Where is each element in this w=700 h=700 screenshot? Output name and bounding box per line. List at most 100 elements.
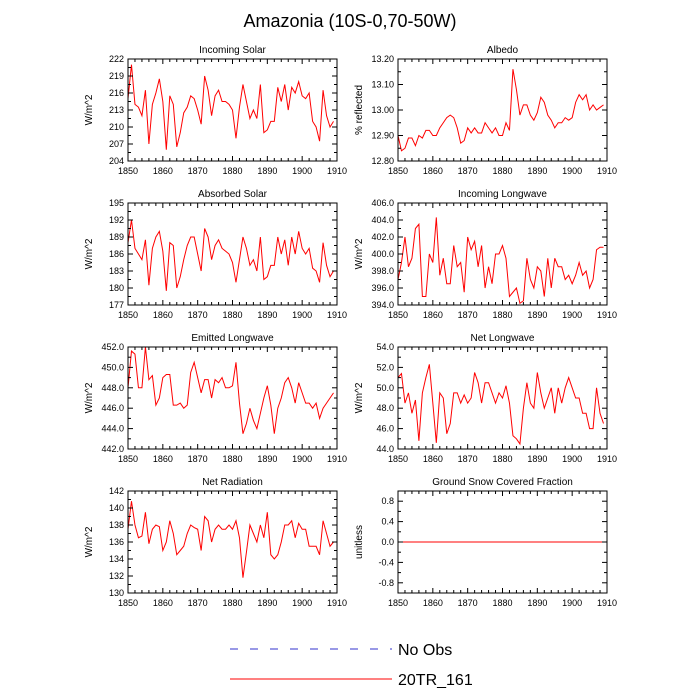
y-tick-label: 138: [109, 520, 124, 530]
x-tick-label: 1860: [153, 166, 173, 176]
y-tick-label: 13.10: [371, 80, 394, 90]
y-tick-label: 210: [109, 122, 124, 132]
x-tick-label: 1890: [257, 454, 277, 464]
series-line-20tr-161: [127, 501, 334, 578]
series-line-20tr-161: [127, 346, 334, 434]
x-tick-label: 1850: [118, 166, 138, 176]
y-tick-label: 216: [109, 88, 124, 98]
y-tick-label: 406.0: [371, 198, 394, 208]
y-axis-label: W/m^2: [84, 94, 95, 125]
x-tick-label: 1860: [423, 166, 443, 176]
panels: Incoming Solar 1850 1860 1870 1880 1890 1900 19…: [84, 45, 617, 608]
y-tick-label: 402.0: [371, 232, 394, 242]
y-tick-label: 446.0: [101, 403, 124, 413]
axis-frame: [397, 58, 608, 162]
legend-item-no-obs: No Obs: [230, 642, 452, 659]
x-tick-label: 1890: [527, 454, 547, 464]
x-tick-label: 1850: [118, 310, 138, 320]
y-tick-label: 13.20: [371, 54, 394, 64]
panel-title: Emitted Longwave: [191, 333, 274, 344]
y-tick-label: 54.0: [376, 342, 394, 352]
x-tick-label: 1910: [327, 166, 347, 176]
y-axis-label: W/m^2: [84, 526, 95, 557]
x-tick-label: 1850: [118, 454, 138, 464]
y-axis-label: W/m^2: [354, 238, 365, 269]
panel-title: Incoming Solar: [199, 45, 266, 56]
panel-title: Albedo: [487, 45, 519, 56]
x-tick-label: 1880: [222, 454, 242, 464]
x-tick-label: 1880: [492, 166, 512, 176]
y-tick-label: 189: [109, 232, 124, 242]
y-tick-label: 222: [109, 54, 124, 64]
series-line-20tr-161: [127, 219, 334, 291]
x-tick-label: 1900: [562, 454, 582, 464]
x-tick-label: 1880: [222, 166, 242, 176]
panel-net-longwave: Net Longwave 1850 1860 1870 1880 1890 1900 1910…: [354, 333, 617, 464]
x-tick-label: 1850: [388, 166, 408, 176]
y-tick-label: 180: [109, 283, 124, 293]
legend-label: 20TR_161: [398, 672, 473, 689]
panel-title: Absorbed Solar: [198, 189, 268, 200]
y-tick-label: 177: [109, 300, 124, 310]
series-line-20tr-161: [127, 64, 334, 150]
y-tick-label: 183: [109, 266, 124, 276]
x-tick-label: 1870: [188, 598, 208, 608]
y-axis-label: W/m^2: [354, 382, 365, 413]
y-tick-label: -0.4: [378, 557, 394, 567]
x-tick-label: 1880: [222, 310, 242, 320]
y-tick-label: 142: [109, 486, 124, 496]
y-tick-label: 444.0: [101, 424, 124, 434]
y-tick-label: 44.0: [376, 444, 394, 454]
y-tick-label: 450.0: [101, 362, 124, 372]
x-tick-label: 1870: [188, 166, 208, 176]
y-tick-label: 442.0: [101, 444, 124, 454]
x-tick-label: 1880: [222, 598, 242, 608]
y-tick-label: 0.4: [381, 517, 394, 527]
panel-incoming-solar: Incoming Solar 1850 1860 1870 1880 1890 1900 19…: [84, 45, 347, 176]
y-tick-label: 136: [109, 537, 124, 547]
y-tick-label: 0.0: [381, 537, 394, 547]
x-tick-label: 1860: [153, 310, 173, 320]
y-tick-label: 204: [109, 156, 124, 166]
y-axis-label: % reflected: [354, 85, 365, 135]
x-tick-label: 1890: [527, 310, 547, 320]
x-tick-label: 1880: [492, 454, 512, 464]
x-tick-label: 1900: [292, 454, 312, 464]
x-tick-label: 1860: [153, 454, 173, 464]
y-tick-label: 448.0: [101, 383, 124, 393]
y-tick-label: 207: [109, 139, 124, 149]
y-tick-label: 13.00: [371, 105, 394, 115]
x-tick-label: 1900: [292, 166, 312, 176]
y-tick-label: 396.0: [371, 283, 394, 293]
x-tick-label: 1860: [423, 598, 443, 608]
x-tick-label: 1850: [388, 454, 408, 464]
y-tick-label: 0.8: [381, 496, 394, 506]
x-tick-label: 1890: [257, 598, 277, 608]
x-tick-label: 1870: [458, 598, 478, 608]
panel-albedo: Albedo 1850 1860 1870 1880 1890 1900 1910 12.80 1…: [354, 45, 617, 176]
series-line-20tr-161: [397, 69, 604, 152]
y-tick-label: 192: [109, 215, 124, 225]
x-tick-label: 1870: [458, 310, 478, 320]
x-tick-label: 1910: [597, 166, 617, 176]
legend: No Obs 20TR_161: [230, 642, 473, 689]
panel-net-radiation: Net Radiation 1850 1860 1870 1880 1890 1900 191…: [84, 477, 347, 608]
y-tick-label: 404.0: [371, 215, 394, 225]
y-tick-label: -0.8: [378, 578, 394, 588]
y-tick-label: 12.80: [371, 156, 394, 166]
y-tick-label: 50.0: [376, 383, 394, 393]
y-tick-label: 400.0: [371, 249, 394, 259]
y-tick-label: 186: [109, 249, 124, 259]
panel-title: Incoming Longwave: [458, 189, 547, 200]
x-tick-label: 1850: [118, 598, 138, 608]
x-tick-label: 1860: [423, 310, 443, 320]
panel-emitted-longwave: Emitted Longwave 1850 1860 1870 1880 1890 1900…: [84, 333, 347, 464]
y-axis-label: W/m^2: [84, 382, 95, 413]
y-tick-label: 219: [109, 71, 124, 81]
x-tick-label: 1910: [597, 598, 617, 608]
y-tick-label: 12.90: [371, 131, 394, 141]
x-tick-label: 1910: [597, 454, 617, 464]
x-tick-label: 1910: [327, 454, 347, 464]
y-tick-label: 394.0: [371, 300, 394, 310]
